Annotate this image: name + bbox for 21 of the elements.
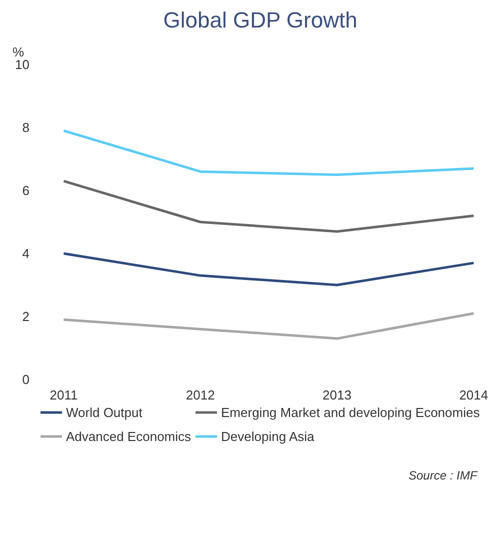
source-note: Source : IMF <box>408 468 478 482</box>
legend-label: Advanced Economics <box>66 428 192 444</box>
legend-label: Emerging Market and developing Economies <box>221 404 480 420</box>
x-tick-label: 2011 <box>50 388 78 402</box>
x-tick-label: 2014 <box>459 388 488 402</box>
y-tick-label: 10 <box>15 57 30 72</box>
x-tick-label: 2013 <box>322 388 352 402</box>
y-axis-title: % <box>12 44 24 60</box>
y-tick-label: 0 <box>22 372 30 387</box>
y-tick-label: 6 <box>22 183 30 198</box>
y-tick-label: 2 <box>22 309 30 324</box>
line-series <box>62 129 475 176</box>
line-series <box>62 252 475 286</box>
y-tick-label: 8 <box>22 120 30 135</box>
x-tick-label: 2012 <box>186 388 215 402</box>
chart-title: Global GDP Growth <box>163 8 358 32</box>
y-tick-label: 4 <box>22 246 30 261</box>
line-series <box>62 312 475 340</box>
legend-label: Developing Asia <box>221 428 314 444</box>
line-series <box>62 180 475 233</box>
legend-label: World Output <box>66 404 142 420</box>
